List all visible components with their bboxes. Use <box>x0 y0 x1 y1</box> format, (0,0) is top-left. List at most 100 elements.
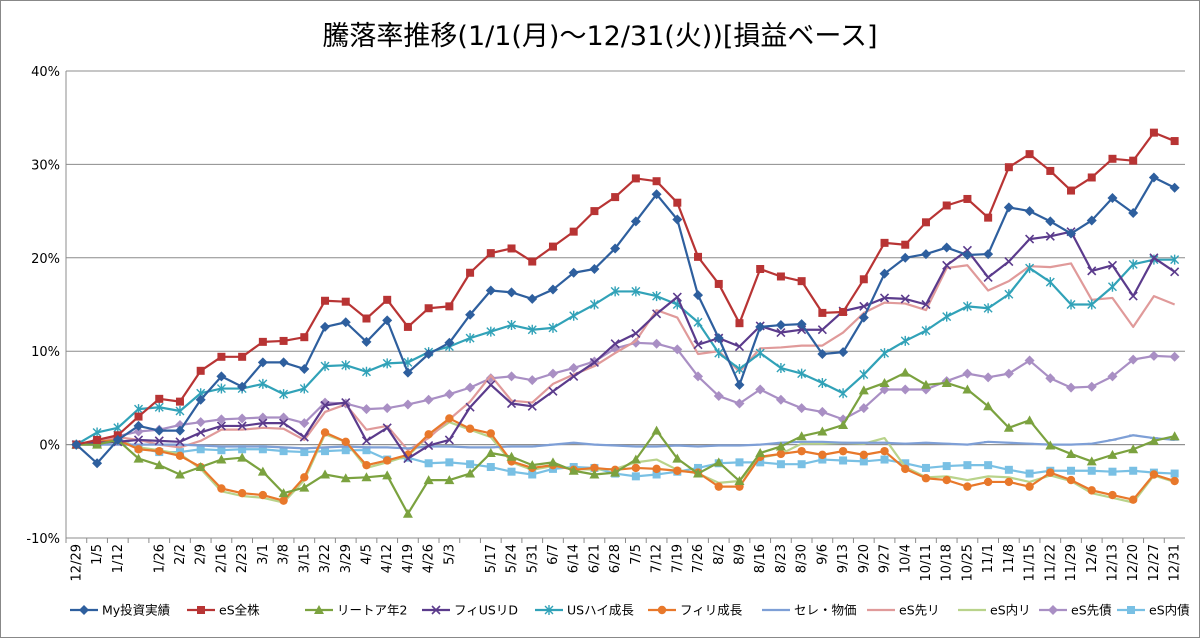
data-point <box>1128 444 1139 454</box>
data-point <box>320 321 331 332</box>
x-tick-label: 2/23 <box>235 544 250 573</box>
data-point <box>279 447 288 456</box>
data-point <box>900 335 910 346</box>
data-point <box>238 445 247 454</box>
data-point <box>859 450 869 460</box>
data-point <box>880 455 889 464</box>
data-point <box>734 398 745 409</box>
data-point <box>1087 173 1096 182</box>
data-point <box>175 405 185 416</box>
data-point <box>299 482 310 492</box>
data-point <box>320 469 331 479</box>
data-point <box>589 264 600 275</box>
data-point <box>1045 277 1055 288</box>
data-point <box>734 379 745 390</box>
x-tick-label: 2/16 <box>214 544 229 573</box>
data-point <box>1107 449 1118 459</box>
legend-marker <box>1127 606 1135 614</box>
data-point <box>880 446 889 456</box>
data-point <box>195 462 206 472</box>
legend-item: リートア年2 <box>305 603 407 618</box>
data-point <box>775 441 786 451</box>
data-point <box>112 434 123 445</box>
x-tick-label: 4/5 <box>359 544 374 565</box>
data-point <box>651 338 662 349</box>
data-point <box>693 371 704 382</box>
x-tick-label: 8/23 <box>774 544 789 573</box>
x-tick-label: 9/20 <box>857 544 872 573</box>
data-point <box>382 315 393 326</box>
data-point <box>341 437 350 446</box>
data-point <box>362 460 371 470</box>
x-tick-label: 6/28 <box>608 544 623 573</box>
data-point <box>299 363 310 374</box>
data-point <box>880 238 889 247</box>
data-point <box>756 265 765 274</box>
data-point <box>942 260 952 270</box>
data-point <box>568 363 579 374</box>
data-point <box>92 427 102 438</box>
data-point <box>693 468 704 478</box>
data-point <box>174 469 185 479</box>
data-point <box>693 317 703 328</box>
x-tick-label: 8/16 <box>753 544 768 573</box>
data-point <box>547 368 558 379</box>
series-10 <box>71 337 1180 450</box>
data-point <box>1045 373 1056 384</box>
data-point <box>507 320 517 331</box>
data-point <box>755 448 766 458</box>
data-point <box>714 348 724 359</box>
data-point <box>713 333 724 344</box>
data-point <box>983 272 993 282</box>
data-point <box>1170 267 1180 277</box>
series-8 <box>76 262 1176 452</box>
data-point <box>817 426 828 436</box>
data-point <box>569 227 578 236</box>
x-tick-label: 11/29 <box>1064 544 1079 581</box>
data-point <box>962 368 973 379</box>
legend-label: eS内債 <box>1149 603 1190 618</box>
x-tick-label: 9/13 <box>836 544 851 573</box>
data-point <box>652 177 661 186</box>
data-point <box>485 373 496 384</box>
data-point <box>196 427 206 438</box>
data-point <box>175 397 184 406</box>
data-point <box>693 290 704 301</box>
x-tick-label: 1/5 <box>90 544 105 565</box>
x-tick-label: 4/26 <box>422 544 437 573</box>
data-point <box>403 322 412 331</box>
data-point <box>941 377 952 387</box>
data-point <box>258 445 267 454</box>
data-point <box>486 380 496 390</box>
data-point <box>485 448 496 458</box>
data-point <box>71 439 82 450</box>
data-point <box>1004 163 1013 172</box>
data-point <box>631 174 640 183</box>
data-point <box>237 488 247 498</box>
data-point <box>1066 475 1076 485</box>
data-point <box>1045 231 1055 241</box>
data-point <box>237 381 248 392</box>
data-point <box>92 439 103 449</box>
data-point <box>921 218 930 227</box>
legend-marker <box>657 605 667 615</box>
data-point <box>444 337 455 348</box>
x-tick-label: 5/24 <box>505 544 520 573</box>
data-point <box>133 453 144 463</box>
data-point <box>278 488 289 498</box>
data-point <box>734 363 744 374</box>
data-point <box>755 384 766 395</box>
data-point <box>320 361 330 372</box>
legend-item: My投資実績 <box>70 603 170 618</box>
data-point <box>858 403 869 414</box>
data-point <box>361 404 372 415</box>
data-point <box>1066 299 1076 310</box>
data-point <box>279 336 288 345</box>
legend-label: eS内リ <box>990 603 1031 618</box>
data-point <box>879 384 890 395</box>
y-tick-label: 20% <box>31 252 60 267</box>
data-point <box>444 435 454 445</box>
x-tick-label: 8/30 <box>795 544 810 573</box>
y-tick-label: 0% <box>39 439 60 454</box>
